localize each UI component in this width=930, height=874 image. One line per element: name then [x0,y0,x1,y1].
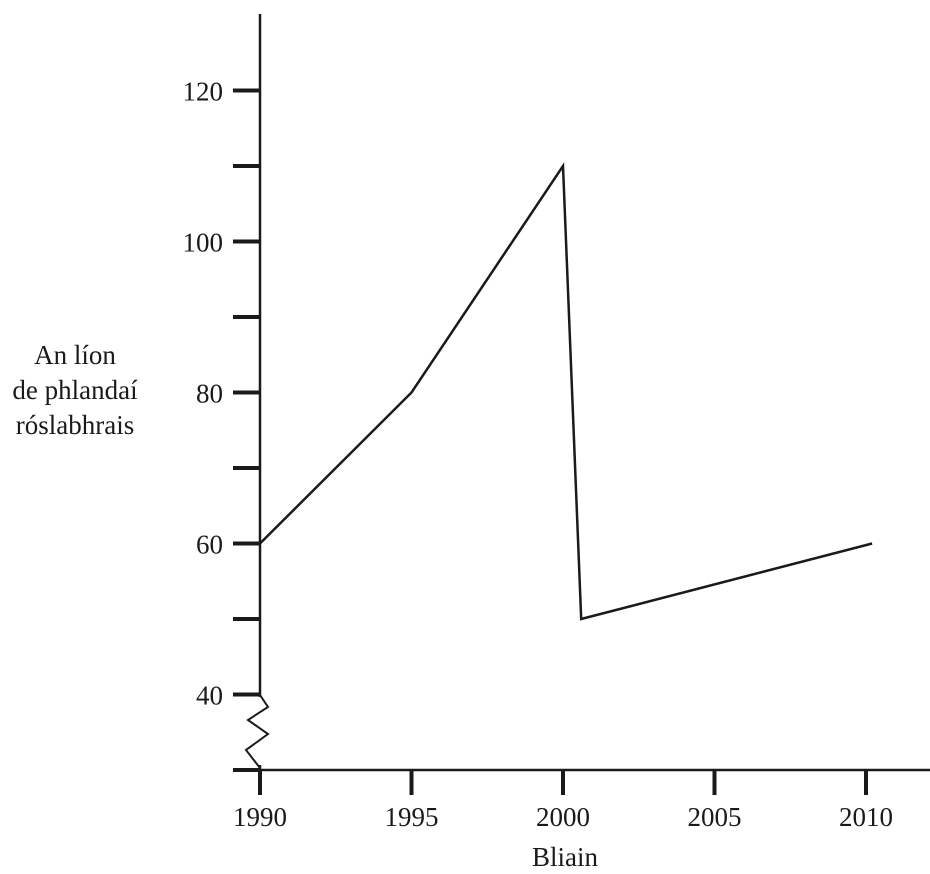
axis-break-mask [256,697,264,765]
y-ticks: 40 60 80 100 120 [183,77,260,772]
x-tick-label: 2005 [688,802,742,832]
x-ticks: 1990 1995 2000 2005 2010 [233,770,893,832]
x-tick-label: 2010 [839,802,893,832]
y-tick-label: 120 [183,77,224,107]
y-tick-label: 100 [183,228,224,258]
series-line [259,162,873,621]
y-tick-label: 80 [196,379,223,409]
y-tick-label: 40 [196,681,223,711]
y-axis-title-line-1: An líon [34,340,116,370]
axis-titles: Bliain An líon de phlandaí róslabhrais [12,340,598,872]
y-axis-title-line-3: róslabhrais [16,410,134,440]
y-axis-title-line-2: de phlandaí [12,375,138,405]
y-axis-break-symbol [244,694,270,769]
x-tick-label: 2000 [536,802,590,832]
y-tick-label: 60 [196,530,223,560]
axes [233,14,930,772]
x-tick-label: 1995 [385,802,439,832]
series-layer [259,162,873,621]
x-tick-label: 1990 [233,802,287,832]
x-axis-title: Bliain [532,842,598,872]
